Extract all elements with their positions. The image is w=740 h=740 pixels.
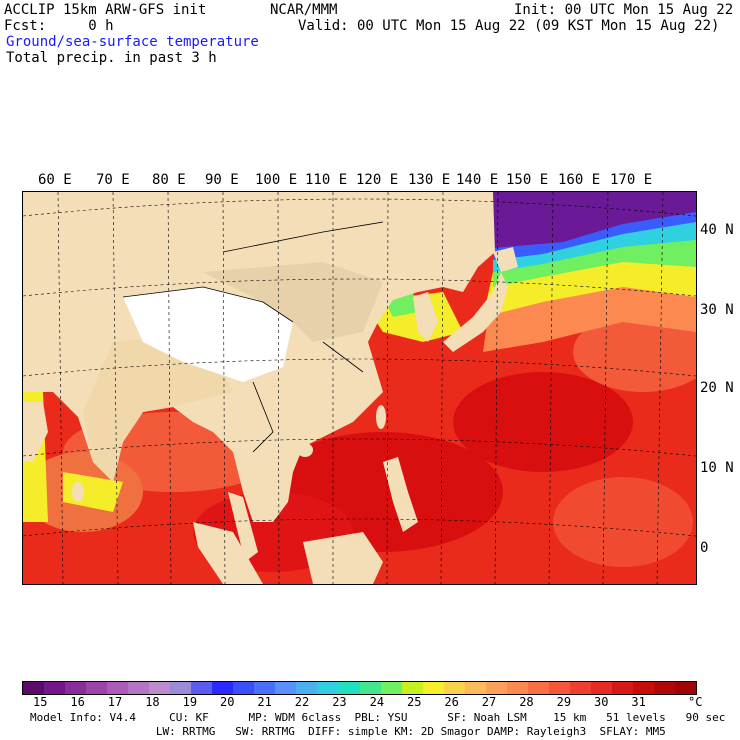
colorbar-swatch xyxy=(632,682,654,694)
colorbar-swatch xyxy=(254,682,276,694)
colorbar-swatch xyxy=(86,682,108,694)
colorbar-swatch xyxy=(611,682,633,694)
country-borders xyxy=(122,221,384,453)
colorbar-swatch xyxy=(128,682,150,694)
field-label-precip: Total precip. in past 3 h xyxy=(6,50,217,66)
model-title: ACCLIP 15km ARW-GFS init xyxy=(4,2,207,18)
lat-label: 30 N xyxy=(700,302,734,318)
tibetan-plateau xyxy=(123,287,293,382)
colorbar-tick-label: 22 xyxy=(294,695,310,709)
lon-label: 110 E xyxy=(305,172,348,188)
sst-map xyxy=(23,192,696,584)
forecast-hour: Fcst: 0 h xyxy=(4,18,114,34)
map-panel xyxy=(22,191,697,585)
colorbar-unit: °C xyxy=(688,695,703,709)
colorbar-swatch xyxy=(380,682,402,694)
colorbar-tick-label: 24 xyxy=(369,695,385,709)
lat-label: 20 N xyxy=(700,380,734,396)
taiwan xyxy=(376,405,386,429)
colorbar-swatch xyxy=(107,682,129,694)
lon-label: 70 E xyxy=(96,172,130,188)
colorbar-tick-label: 23 xyxy=(332,695,347,709)
lon-label: 130 E xyxy=(408,172,451,188)
colorbar-tick-label: 21 xyxy=(257,695,272,709)
init-time: Init: 00 UTC Mon 15 Aug 22 xyxy=(514,2,734,18)
valid-time: Valid: 00 UTC Mon 15 Aug 22 (09 KST Mon … xyxy=(298,18,720,34)
colorbar-tick-label: 26 xyxy=(444,695,459,709)
colorbar-swatch xyxy=(296,682,318,694)
lon-label: 160 E xyxy=(558,172,601,188)
colorbar-swatch xyxy=(569,682,591,694)
colorbar-swatch xyxy=(170,682,192,694)
colorbar-tick-label: 28 xyxy=(519,695,534,709)
colorbar-swatch xyxy=(212,682,234,694)
indian-subcontinent xyxy=(83,332,233,482)
colorbar-tick-label: 25 xyxy=(407,695,422,709)
lon-label: 150 E xyxy=(506,172,549,188)
colorbar-swatch xyxy=(674,682,696,694)
korean-peninsula xyxy=(413,292,438,342)
lon-label: 80 E xyxy=(152,172,186,188)
colorbar-swatch xyxy=(191,682,213,694)
colorbar-swatch xyxy=(149,682,171,694)
field-label-sst: Ground/sea-surface temperature xyxy=(6,34,259,50)
philippines xyxy=(383,457,418,532)
lat-label: 0 xyxy=(700,540,709,556)
colorbar-swatch xyxy=(44,682,66,694)
borneo xyxy=(303,532,383,584)
lat-label: 40 N xyxy=(700,222,734,238)
colorbar-swatch xyxy=(401,682,423,694)
colorbar-tick-label: 19 xyxy=(182,695,198,709)
colorbar-tick-label: 27 xyxy=(481,695,497,709)
colorbar-swatch xyxy=(506,682,528,694)
orange-patch-south xyxy=(553,477,693,567)
colorbar-swatch xyxy=(527,682,549,694)
model-info-line-1: Model Info: V4.4 CU: KF MP: WDM 6class P… xyxy=(30,711,726,724)
lon-label: 170 E xyxy=(610,172,653,188)
malay-peninsula xyxy=(228,492,258,562)
colorbar-tick-label: 16 xyxy=(70,695,85,709)
orange-patch-east xyxy=(573,312,696,392)
colorbar-tick-label: 30 xyxy=(594,695,609,709)
colorbar-tick-label: 20 xyxy=(220,695,235,709)
colorbar-swatch xyxy=(590,682,612,694)
colorbar-swatch xyxy=(65,682,87,694)
center-label: NCAR/MMM xyxy=(270,2,338,18)
sumatra xyxy=(193,522,263,584)
colorbar-swatch xyxy=(233,682,255,694)
colorbar-tick-label: 29 xyxy=(556,695,572,709)
colorbar-swatch xyxy=(317,682,339,694)
colorbar-swatch xyxy=(443,682,465,694)
terrain-shading-north xyxy=(203,262,383,342)
hainan xyxy=(297,443,313,457)
model-info-line-2: LW: RRTMG SW: RRTMG DIFF: simple KM: 2D … xyxy=(30,725,666,738)
colorbar-tick-label: 15 xyxy=(33,695,48,709)
colorbar-tick-label: 31 xyxy=(631,695,646,709)
colorbar-tick-label: 17 xyxy=(107,695,123,709)
lon-label: 60 E xyxy=(38,172,72,188)
colorbar-swatch xyxy=(275,682,297,694)
lon-label: 90 E xyxy=(205,172,239,188)
colorbar-swatch xyxy=(485,682,507,694)
colorbar-tick-label: 18 xyxy=(145,695,160,709)
lat-label: 10 N xyxy=(700,460,734,476)
colorbar-swatch xyxy=(548,682,570,694)
lon-label: 140 E xyxy=(456,172,499,188)
graticule xyxy=(23,192,696,584)
arabian-peninsula xyxy=(23,402,48,462)
colorbar-swatch xyxy=(422,682,444,694)
lon-label: 100 E xyxy=(255,172,298,188)
band-purple xyxy=(493,192,696,248)
lon-label: 120 E xyxy=(356,172,399,188)
colorbar-swatch xyxy=(338,682,360,694)
colorbar-swatch xyxy=(23,682,45,694)
colorbar-swatch xyxy=(359,682,381,694)
japan-hokkaido xyxy=(493,247,518,272)
colorbar xyxy=(22,681,697,695)
colorbar-swatch xyxy=(653,682,675,694)
colorbar-swatch xyxy=(464,682,486,694)
warm-pool-2 xyxy=(453,372,633,472)
sri-lanka xyxy=(72,482,84,502)
japan-honshu xyxy=(443,272,508,352)
